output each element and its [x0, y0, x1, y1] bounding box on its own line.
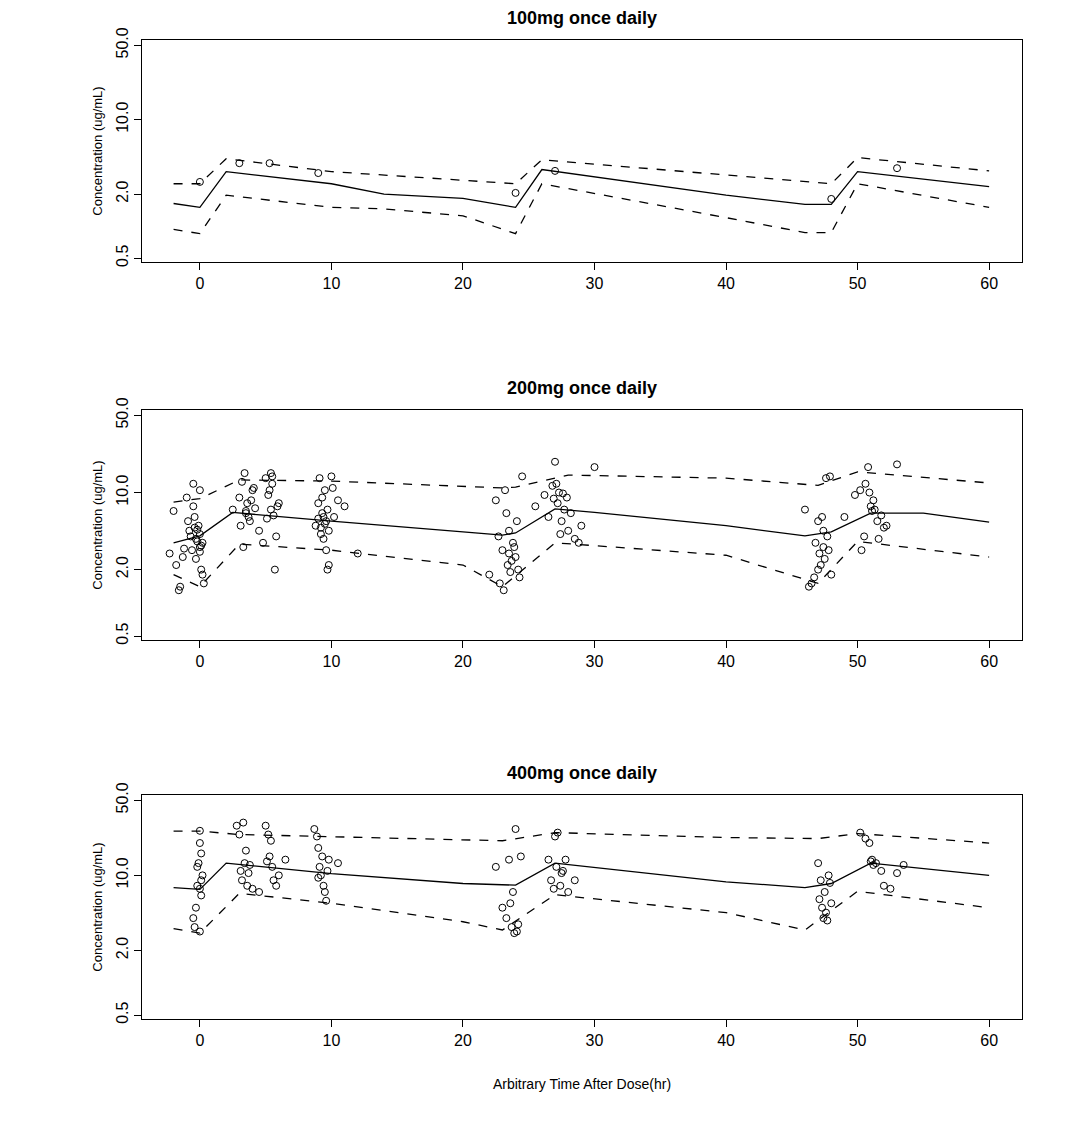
svg-text:30: 30 — [586, 1032, 604, 1049]
svg-text:Arbitrary Time After Dose(hr): Arbitrary Time After Dose(hr) — [493, 1076, 671, 1092]
svg-text:Concentration (ug/mL): Concentration (ug/mL) — [90, 842, 105, 971]
svg-text:30: 30 — [586, 275, 604, 292]
svg-text:60: 60 — [980, 653, 998, 670]
svg-text:400mg once daily: 400mg once daily — [507, 763, 657, 783]
svg-text:0: 0 — [195, 1032, 204, 1049]
svg-text:10.0: 10.0 — [114, 102, 131, 133]
svg-text:50: 50 — [849, 275, 867, 292]
svg-text:2.0: 2.0 — [114, 180, 131, 202]
svg-text:10: 10 — [323, 653, 341, 670]
svg-text:30: 30 — [586, 653, 604, 670]
svg-text:10: 10 — [323, 275, 341, 292]
svg-text:0.5: 0.5 — [114, 245, 131, 267]
svg-text:60: 60 — [980, 275, 998, 292]
svg-text:40: 40 — [717, 653, 735, 670]
svg-text:40: 40 — [717, 1032, 735, 1049]
svg-text:50: 50 — [849, 653, 867, 670]
svg-text:2.0: 2.0 — [114, 937, 131, 959]
svg-text:0.5: 0.5 — [114, 622, 131, 644]
svg-text:50.0: 50.0 — [114, 782, 131, 813]
svg-text:Concentration (ug/mL): Concentration (ug/mL) — [90, 460, 105, 589]
svg-text:0: 0 — [195, 275, 204, 292]
svg-text:50: 50 — [849, 1032, 867, 1049]
svg-text:0: 0 — [195, 653, 204, 670]
svg-text:50.0: 50.0 — [114, 397, 131, 428]
svg-text:200mg once daily: 200mg once daily — [507, 378, 657, 398]
svg-text:20: 20 — [454, 1032, 472, 1049]
svg-text:Concentration (ug/mL): Concentration (ug/mL) — [90, 86, 105, 215]
svg-text:0.5: 0.5 — [114, 1001, 131, 1023]
svg-text:10.0: 10.0 — [114, 474, 131, 505]
svg-text:20: 20 — [454, 653, 472, 670]
svg-text:40: 40 — [717, 275, 735, 292]
svg-text:20: 20 — [454, 275, 472, 292]
svg-text:2.0: 2.0 — [114, 556, 131, 578]
svg-text:100mg once daily: 100mg once daily — [507, 8, 657, 28]
svg-text:50.0: 50.0 — [114, 27, 131, 58]
svg-text:10.0: 10.0 — [114, 857, 131, 888]
svg-text:60: 60 — [980, 1032, 998, 1049]
svg-text:10: 10 — [323, 1032, 341, 1049]
